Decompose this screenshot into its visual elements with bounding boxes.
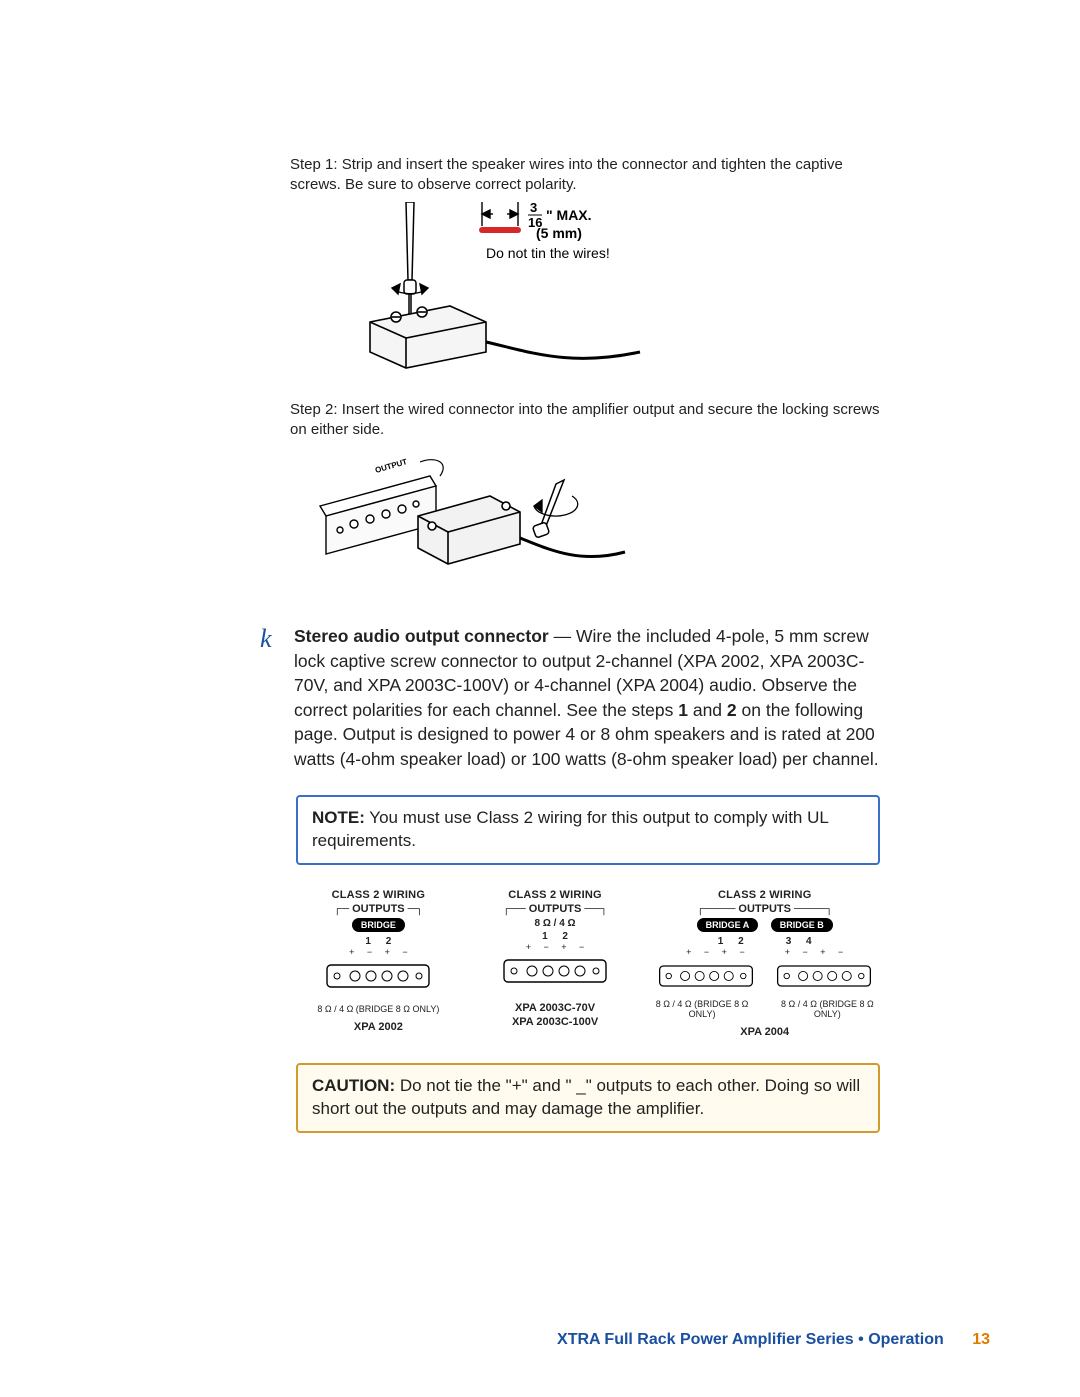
note-label: NOTE: bbox=[312, 808, 365, 827]
no-tin-label: Do not tin the wires! bbox=[486, 245, 610, 261]
note-text: You must use Class 2 wiring for this out… bbox=[312, 808, 828, 850]
k-letter: k bbox=[260, 624, 280, 652]
note-callout: NOTE: You must use Class 2 wiring for th… bbox=[296, 795, 880, 865]
caution-callout: CAUTION: Do not tie the "+" and " _" out… bbox=[296, 1063, 880, 1133]
connector4-icon bbox=[774, 961, 874, 991]
wiring-diagrams: CLASS 2 WIRING ┌─ OUTPUTS ─┐ BRIDGE 1 2 … bbox=[296, 889, 880, 1039]
caution-text: Do not tie the "+" and " _" outputs to e… bbox=[312, 1076, 860, 1118]
connector4-icon bbox=[323, 961, 433, 991]
mm-label: (5 mm) bbox=[536, 225, 582, 241]
bridgeB-pill: BRIDGE B bbox=[771, 918, 833, 932]
wiring-xpa2004: CLASS 2 WIRING ┌──── OUTPUTS ────┐ BRIDG… bbox=[649, 889, 880, 1039]
figure-strip-insert: 3 16 " MAX. (5 mm) Do not tin the wires! bbox=[310, 202, 880, 372]
wire-icon bbox=[486, 342, 640, 358]
item-k: k Stereo audio output connector — Wire t… bbox=[260, 624, 880, 771]
max-label: " MAX. bbox=[546, 207, 592, 223]
wiring-xpa2002: CLASS 2 WIRING ┌─ OUTPUTS ─┐ BRIDGE 1 2 … bbox=[296, 889, 461, 1039]
step1-label: Step 1: bbox=[290, 156, 338, 173]
figure-insert-connector: OUTPUT bbox=[310, 446, 880, 596]
connector4-icon bbox=[500, 956, 610, 986]
step2-text: Insert the wired connector into the ampl… bbox=[290, 401, 880, 438]
page-number: 13 bbox=[948, 1331, 990, 1348]
frac-top: 3 bbox=[530, 202, 537, 215]
footer-text: XTRA Full Rack Power Amplifier Series • … bbox=[557, 1331, 944, 1348]
step2-label: Step 2: bbox=[290, 401, 338, 418]
caution-label: CAUTION: bbox=[312, 1076, 395, 1095]
bridge-pill: BRIDGE bbox=[352, 918, 405, 932]
step2: Step 2: Insert the wired connector into … bbox=[290, 400, 880, 441]
step1-text: Strip and insert the speaker wires into … bbox=[290, 156, 843, 193]
k-title: Stereo audio output connector bbox=[294, 626, 549, 646]
connector-icon bbox=[370, 306, 486, 368]
screwdriver-icon bbox=[404, 202, 416, 314]
k-paragraph: Stereo audio output connector — Wire the… bbox=[294, 624, 880, 771]
step1: Step 1: Strip and insert the speaker wir… bbox=[290, 155, 880, 196]
connector4-icon bbox=[656, 961, 756, 991]
wiring-xpa2003c: CLASS 2 WIRING ┌── OUTPUTS ──┐ 8 Ω / 4 Ω… bbox=[473, 889, 638, 1039]
bridgeA-pill: BRIDGE A bbox=[697, 918, 759, 932]
page-footer: XTRA Full Rack Power Amplifier Series • … bbox=[557, 1331, 990, 1349]
panel-label: OUTPUT bbox=[374, 457, 408, 475]
svg-text:3: 3 bbox=[530, 202, 537, 215]
